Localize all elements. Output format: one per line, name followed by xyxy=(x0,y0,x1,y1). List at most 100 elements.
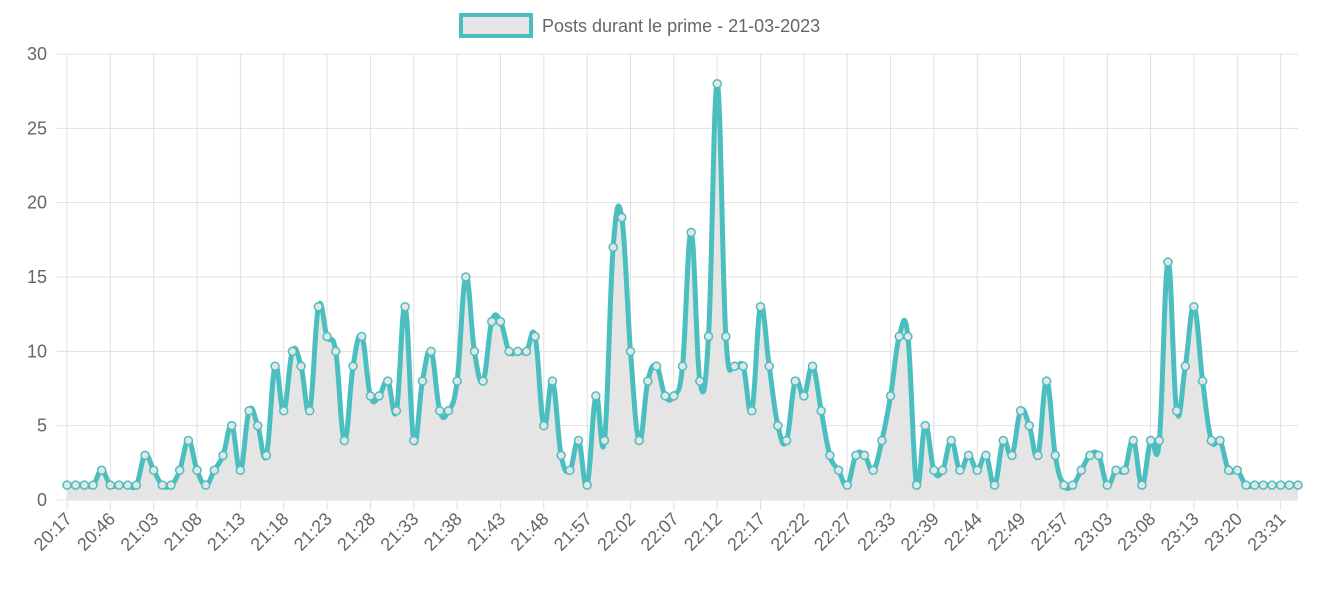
point xyxy=(842,480,852,490)
point xyxy=(504,346,514,357)
point xyxy=(1249,480,1260,490)
point xyxy=(695,376,705,386)
point xyxy=(530,331,540,342)
point xyxy=(140,450,150,461)
point xyxy=(62,480,72,490)
x-tick-label: 21:57 xyxy=(550,509,596,555)
point xyxy=(903,331,913,342)
point xyxy=(721,331,731,342)
x-tick-label: 21:13 xyxy=(203,509,249,555)
point xyxy=(209,465,220,476)
point xyxy=(643,376,653,386)
point xyxy=(339,435,350,446)
x-tick-label: 23:13 xyxy=(1157,509,1203,555)
point xyxy=(261,450,272,461)
point xyxy=(634,435,644,446)
x-tick-label: 21:03 xyxy=(117,509,163,555)
point xyxy=(625,346,636,357)
point xyxy=(278,406,289,416)
point xyxy=(374,391,384,401)
point xyxy=(1197,376,1208,386)
point xyxy=(322,331,332,342)
point xyxy=(469,346,480,357)
point xyxy=(799,391,809,401)
x-tick-label: 23:08 xyxy=(1113,509,1159,555)
point xyxy=(400,301,410,312)
point xyxy=(148,465,159,476)
point xyxy=(807,361,818,371)
point xyxy=(478,376,488,386)
point xyxy=(1258,480,1269,490)
y-tick-label: 5 xyxy=(37,416,47,436)
point xyxy=(946,435,956,446)
point xyxy=(790,376,800,386)
x-tick-label: 23:20 xyxy=(1200,509,1246,555)
x-tick-label: 21:43 xyxy=(463,509,509,555)
point xyxy=(1033,450,1043,461)
point xyxy=(157,480,168,490)
point xyxy=(79,480,90,490)
point xyxy=(105,480,116,490)
point xyxy=(287,346,298,357)
x-tick-label: 21:23 xyxy=(290,509,336,555)
point xyxy=(192,465,202,476)
point xyxy=(88,480,98,490)
point xyxy=(435,406,445,416)
point xyxy=(859,450,870,461)
point xyxy=(868,465,878,476)
x-tick-label: 22:57 xyxy=(1027,509,1073,555)
point xyxy=(487,316,497,327)
point xyxy=(1050,450,1061,461)
point xyxy=(200,480,211,490)
point xyxy=(573,435,584,446)
point xyxy=(677,361,688,371)
point xyxy=(513,346,523,357)
point xyxy=(1059,480,1069,490)
point xyxy=(773,420,783,431)
point xyxy=(270,361,280,371)
point xyxy=(1293,480,1303,490)
point xyxy=(582,480,592,490)
point xyxy=(1041,376,1052,386)
point xyxy=(426,346,436,357)
point xyxy=(1128,435,1139,446)
point xyxy=(1206,435,1217,446)
point xyxy=(495,316,506,327)
point xyxy=(226,420,237,431)
point xyxy=(417,376,428,386)
point xyxy=(252,420,263,431)
point xyxy=(313,301,324,312)
point xyxy=(651,361,662,371)
point xyxy=(591,391,601,401)
point xyxy=(1267,480,1277,490)
point xyxy=(937,465,948,476)
point xyxy=(1015,406,1026,416)
point xyxy=(1024,420,1035,431)
point xyxy=(877,435,887,446)
point xyxy=(114,480,124,490)
point xyxy=(998,435,1009,446)
x-tick-label: 22:07 xyxy=(637,509,683,555)
point xyxy=(1232,465,1243,476)
point xyxy=(660,391,670,401)
legend: Posts durant le prime - 21-03-2023 xyxy=(459,13,820,38)
point xyxy=(963,450,974,461)
point xyxy=(851,450,861,461)
point xyxy=(885,391,896,401)
point xyxy=(235,465,246,476)
point xyxy=(955,465,965,476)
x-tick-label: 21:28 xyxy=(333,509,379,555)
y-tick-label: 30 xyxy=(27,44,47,64)
point xyxy=(929,465,939,476)
x-tick-label: 21:33 xyxy=(377,509,423,555)
legend-label: Posts durant le prime - 21-03-2023 xyxy=(542,16,820,36)
point xyxy=(1076,465,1087,476)
point xyxy=(556,450,566,461)
legend-swatch xyxy=(459,13,533,38)
point xyxy=(599,435,610,446)
x-tick-label: 22:02 xyxy=(593,509,639,555)
point xyxy=(972,465,982,476)
point xyxy=(1067,480,1078,490)
point xyxy=(96,465,107,476)
point xyxy=(348,361,358,371)
